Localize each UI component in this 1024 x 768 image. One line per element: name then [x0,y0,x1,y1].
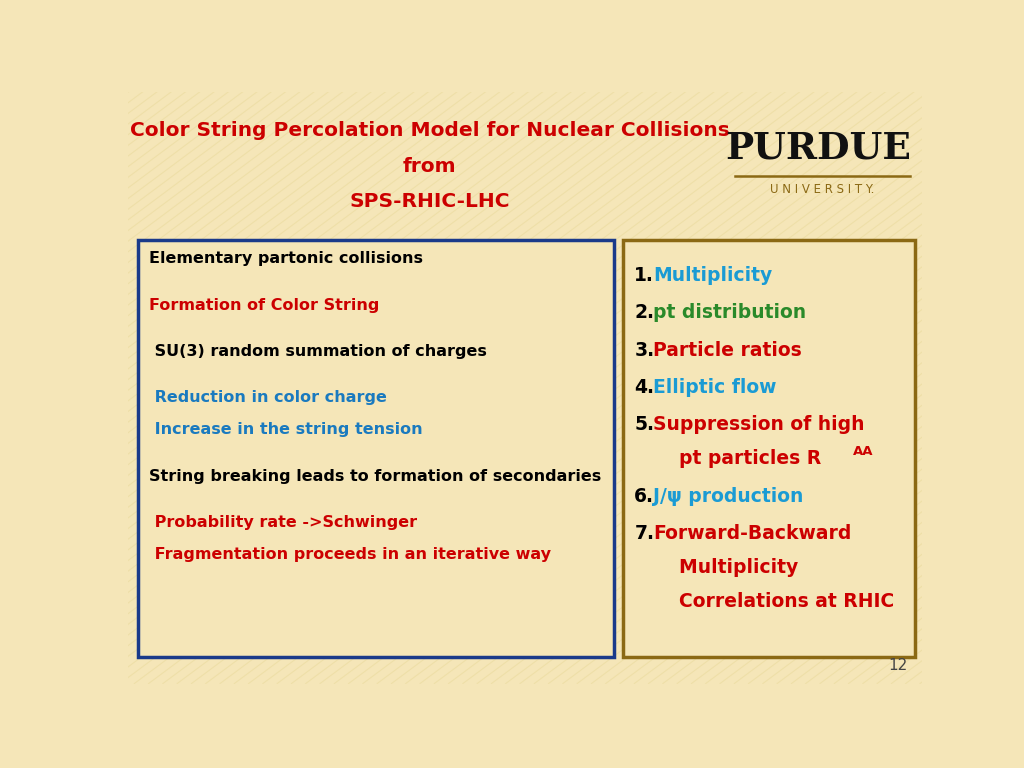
Text: J/ψ production: J/ψ production [653,487,804,505]
Text: 7.: 7. [634,524,654,543]
Text: Multiplicity: Multiplicity [653,266,773,285]
Text: 5.: 5. [634,415,654,434]
Text: Correlations at RHIC: Correlations at RHIC [653,592,895,611]
FancyBboxPatch shape [137,240,613,657]
Text: pt particles R: pt particles R [653,449,821,468]
Text: 6.: 6. [634,487,654,505]
Text: 2.: 2. [634,303,654,323]
Text: Elementary partonic collisions: Elementary partonic collisions [148,251,423,266]
Text: Forward-Backward: Forward-Backward [653,524,852,543]
Text: PURDUE: PURDUE [725,130,911,167]
Text: String breaking leads to formation of secondaries: String breaking leads to formation of se… [148,468,601,484]
Text: Reduction in color charge: Reduction in color charge [148,390,386,406]
Text: Increase in the string tension: Increase in the string tension [148,422,422,437]
Text: SU(3) random summation of charges: SU(3) random summation of charges [148,344,486,359]
Text: pt distribution: pt distribution [653,303,807,323]
Text: AA: AA [853,445,873,458]
Text: Probability rate ->Schwinger: Probability rate ->Schwinger [148,515,417,530]
Text: Color String Percolation Model for Nuclear Collisions: Color String Percolation Model for Nucle… [130,121,729,140]
Text: Particle ratios: Particle ratios [653,340,802,359]
Text: 3.: 3. [634,340,654,359]
Text: Suppression of high: Suppression of high [653,415,865,434]
Text: 12: 12 [888,658,907,673]
Text: Multiplicity: Multiplicity [653,558,799,577]
Text: SPS-RHIC-LHC: SPS-RHIC-LHC [349,192,510,211]
Text: from: from [402,157,457,176]
Text: 1.: 1. [634,266,654,285]
Text: Fragmentation proceeds in an iterative way: Fragmentation proceeds in an iterative w… [148,547,551,562]
Text: Elliptic flow: Elliptic flow [653,378,777,397]
Text: 4.: 4. [634,378,654,397]
Text: Formation of Color String: Formation of Color String [148,298,379,313]
FancyBboxPatch shape [624,240,915,657]
Text: U N I V E R S I T Y.: U N I V E R S I T Y. [770,183,874,196]
